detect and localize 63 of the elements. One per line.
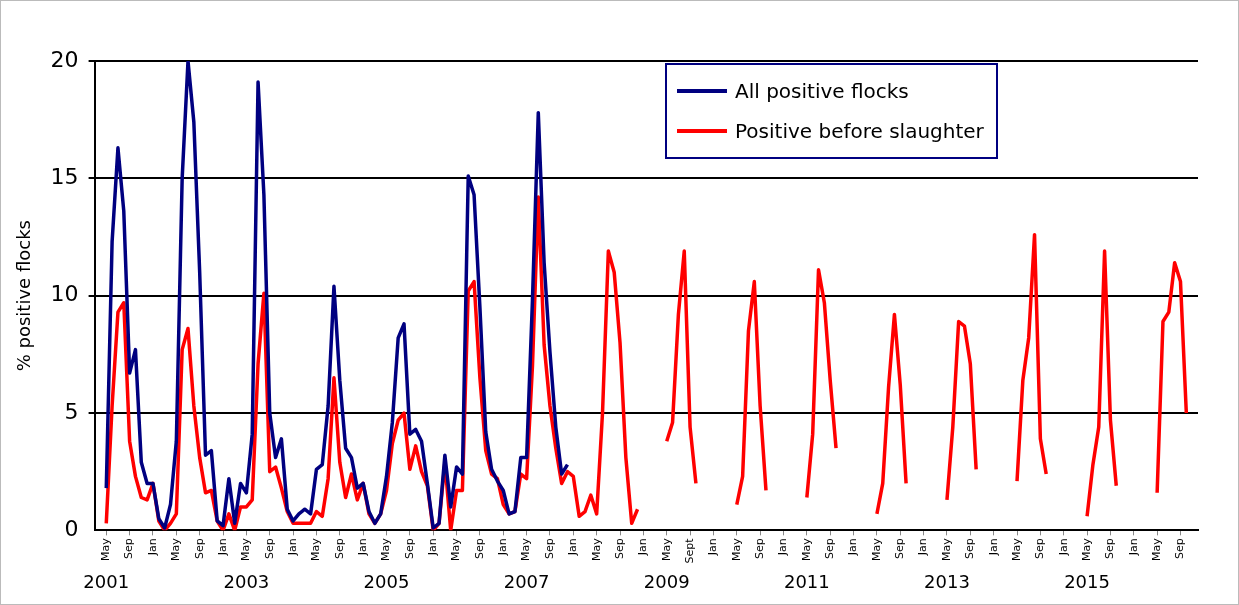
x-tick-label: Jan (566, 538, 580, 557)
x-tick-label: Sep (332, 538, 346, 560)
x2-tick-label: 2007 (503, 570, 550, 592)
x-tick-label: May (869, 537, 883, 562)
x-tick-label: Sep (1103, 538, 1117, 560)
x-tick-label: Jan (215, 538, 229, 557)
x-tick-label: Sep (192, 538, 206, 560)
x-tick-label: May (239, 537, 253, 562)
x-tick-label: May (1009, 537, 1023, 562)
x2-tick-label: 2003 (223, 570, 270, 592)
y-axis-title: % positive flocks (13, 220, 35, 372)
x-tick-label: Sep (893, 538, 907, 560)
x-tick-label: Sep (122, 538, 136, 560)
x-tick-label: Jan (846, 538, 860, 557)
legend-label: Positive before slaughter (735, 119, 984, 143)
x-tick-label: May (799, 537, 813, 562)
y-tick-label: 0 (64, 516, 79, 542)
y-tick-label: 20 (50, 46, 79, 72)
x-tick-label: Jan (1056, 538, 1070, 557)
y-tick-label: 5 (64, 398, 79, 424)
x2-tick-label: 2015 (1064, 570, 1110, 592)
y-tick-label: 15 (50, 164, 79, 190)
x-tick-label: May (939, 537, 953, 562)
x-tick-label: May (169, 537, 183, 562)
x-tick-label: Sept (682, 537, 696, 564)
x2-tick-label: 2009 (643, 570, 690, 592)
x-tick-label: Jan (285, 538, 299, 557)
x-tick-label: Jan (916, 538, 930, 557)
x-tick-label: Jan (986, 538, 1000, 557)
x-tick-label: Sep (612, 538, 626, 560)
x2-tick-label: 2013 (924, 570, 970, 592)
x-tick-label: May (519, 537, 533, 562)
x-tick-label: May (589, 537, 603, 562)
x-tick-label: Jan (356, 538, 370, 557)
x-tick-label: Jan (1126, 538, 1140, 557)
x-tick-label: Sep (402, 538, 416, 560)
x-tick-label: May (99, 537, 113, 562)
x2-tick-label: 2001 (83, 570, 130, 592)
x-tick-label: Jan (145, 538, 159, 557)
x-tick-label: Jan (496, 538, 510, 557)
x-tick-label: Jan (636, 538, 650, 557)
x-tick-label: Sep (753, 538, 766, 560)
x-tick-label: Sep (1033, 538, 1047, 560)
x-tick-label: Sep (1173, 538, 1187, 560)
x-tick-label: May (379, 537, 393, 562)
x-tick-label: Sep (262, 538, 276, 560)
x-tick-label: Jan (426, 538, 440, 557)
x-tick-label: May (1149, 537, 1163, 562)
x-tick-label: May (729, 537, 743, 562)
x-tick-label: May (1079, 537, 1093, 562)
x-tick-label: Jan (706, 538, 720, 557)
x-tick-label: May (309, 537, 323, 562)
x-tick-label: Sep (823, 538, 837, 560)
x-tick-label: Sep (472, 538, 486, 560)
legend-label: All positive flocks (735, 79, 909, 103)
x-tick-label: May (659, 537, 673, 562)
x-tick-label: Sep (542, 538, 556, 560)
y-tick-label: 10 (50, 281, 79, 307)
x-tick-label: May (449, 537, 463, 562)
x2-tick-label: 2005 (363, 570, 410, 592)
x2-tick-label: 2011 (783, 570, 830, 592)
x-tick-label: Jan (776, 538, 790, 557)
x-tick-label: Sep (963, 538, 977, 560)
